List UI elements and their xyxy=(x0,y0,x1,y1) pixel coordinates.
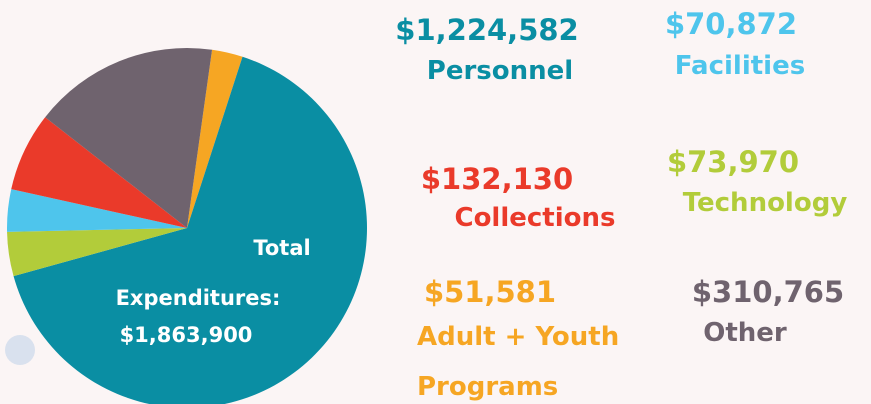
pie-slice xyxy=(7,189,188,232)
legend-label: Adult + Youth Programs xyxy=(417,322,620,402)
legend-label: Other xyxy=(703,318,787,348)
legend-label: Technology xyxy=(682,188,848,218)
annotation: Expenditures: xyxy=(115,286,281,310)
value-label: $70,872 xyxy=(664,7,798,41)
value-label: $310,765 xyxy=(691,275,845,309)
value-label: $51,581 xyxy=(423,275,557,309)
pie-slice xyxy=(11,117,188,228)
value-label: $73,970 xyxy=(666,145,800,179)
annotation: $1,863,900 xyxy=(119,323,253,347)
legend-label: Personnel xyxy=(426,56,574,86)
value-label: $132,130 xyxy=(420,162,574,196)
pie-slice xyxy=(7,228,188,277)
legend-label: Facilities xyxy=(674,51,806,81)
annotation: Total xyxy=(253,236,311,260)
pie-slice xyxy=(45,47,213,229)
decoration-dot xyxy=(5,335,35,365)
legend-label: Collections xyxy=(454,203,616,233)
pie-slice xyxy=(13,56,367,404)
value-label: $1,224,582 xyxy=(395,13,579,47)
pie-slice xyxy=(187,49,243,229)
